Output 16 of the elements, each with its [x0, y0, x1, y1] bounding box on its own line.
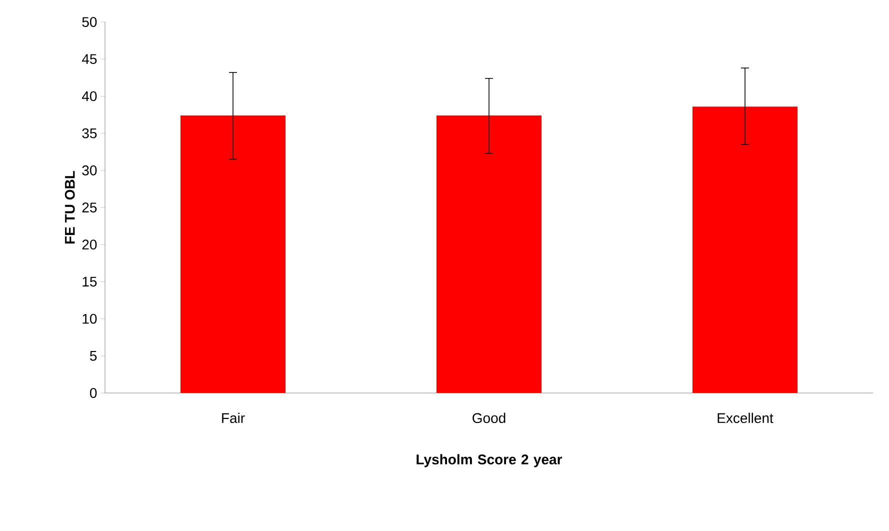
- y-tick-label: 15: [82, 276, 97, 287]
- y-tick-label: 35: [82, 128, 97, 138]
- y-tick-label: 0: [90, 388, 97, 398]
- y-axis-title: FE TU OBL: [64, 170, 75, 244]
- y-tick-label: 45: [82, 54, 97, 64]
- y-tick-label: 40: [82, 91, 97, 102]
- y-tick-label: 10: [82, 314, 97, 324]
- x-axis-title: Lysholm Score 2 year: [416, 454, 562, 468]
- y-tick-label: 5: [90, 351, 97, 361]
- y-tick-label: 50: [82, 17, 97, 27]
- x-tick-label: Good: [472, 412, 506, 424]
- y-tick-label: 20: [82, 240, 97, 250]
- y-tick-label: 30: [82, 165, 97, 176]
- y-tick-label: 25: [82, 202, 97, 212]
- x-tick-label: Excellent: [718, 412, 774, 424]
- x-tick-label: Fair: [222, 412, 245, 424]
